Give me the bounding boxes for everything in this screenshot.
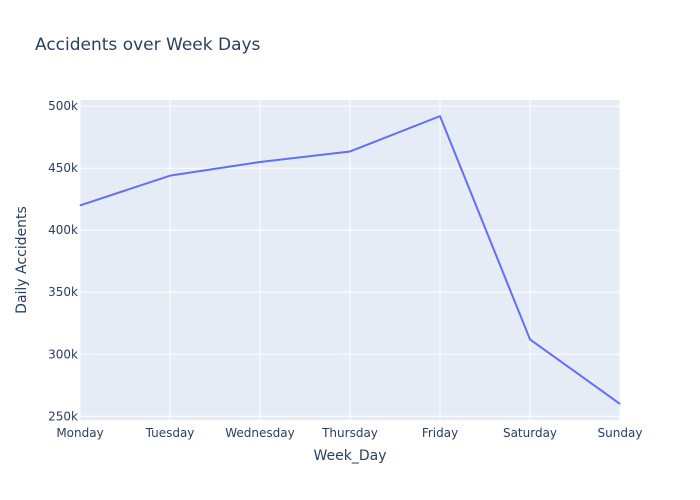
- y-tick-label: 450k: [48, 161, 78, 175]
- x-tick-label: Tuesday: [145, 426, 195, 440]
- x-tick-label: Wednesday: [225, 426, 294, 440]
- data-point: [79, 204, 81, 206]
- x-axis-title: Week_Day: [313, 448, 386, 464]
- data-point: [529, 338, 531, 340]
- x-tick-label: Friday: [422, 426, 458, 440]
- data-point: [169, 175, 171, 177]
- y-tick-label: 300k: [48, 347, 78, 361]
- data-point: [349, 150, 351, 152]
- y-tick-label: 500k: [48, 99, 78, 113]
- y-tick-label: 250k: [48, 409, 78, 423]
- data-point: [259, 161, 261, 163]
- series-group: [79, 115, 621, 405]
- gridlines: [79, 100, 621, 420]
- data-point: [439, 115, 441, 117]
- y-tick-label: 400k: [48, 223, 78, 237]
- x-tick-label: Monday: [56, 426, 103, 440]
- data-point: [619, 403, 621, 405]
- x-tick-label: Thursday: [321, 426, 378, 440]
- chart-title: Accidents over Week Days: [35, 35, 261, 55]
- y-axis-ticks: 250k 300k 350k 400k 450k 500k: [48, 99, 78, 423]
- y-axis-title: Daily Accidents: [14, 206, 30, 314]
- x-tick-label: Saturday: [503, 426, 557, 440]
- y-tick-label: 350k: [48, 285, 78, 299]
- x-tick-label: Sunday: [598, 426, 643, 440]
- x-axis-ticks: Monday Tuesday Wednesday Thursday Friday Satu…: [56, 426, 642, 440]
